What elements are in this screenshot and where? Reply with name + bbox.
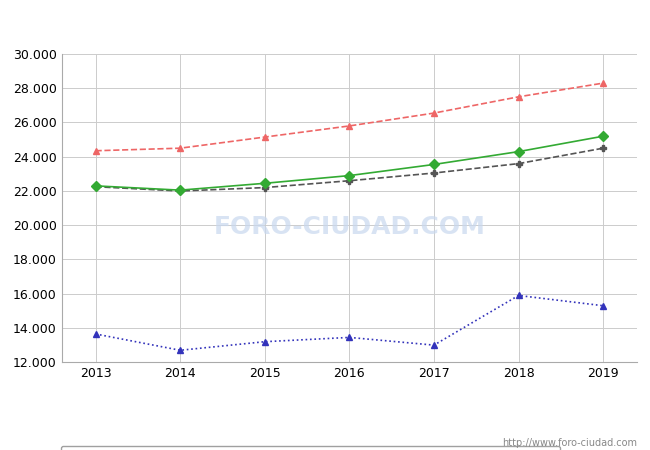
Text: FORO-CIUDAD.COM: FORO-CIUDAD.COM [213,215,486,238]
Text: http://www.foro-ciudad.com: http://www.foro-ciudad.com [502,438,637,448]
Legend: R. Med. Bruta El Burgo Ranero, R. Med. Bruta P Leon, R. Med. Bruta Castilla y Le: R. Med. Bruta El Burgo Ranero, R. Med. B… [61,446,560,450]
Text: El Burgo Ranero - Evolucion Renta Bruta Media: El Burgo Ranero - Evolucion Renta Bruta … [146,16,504,31]
